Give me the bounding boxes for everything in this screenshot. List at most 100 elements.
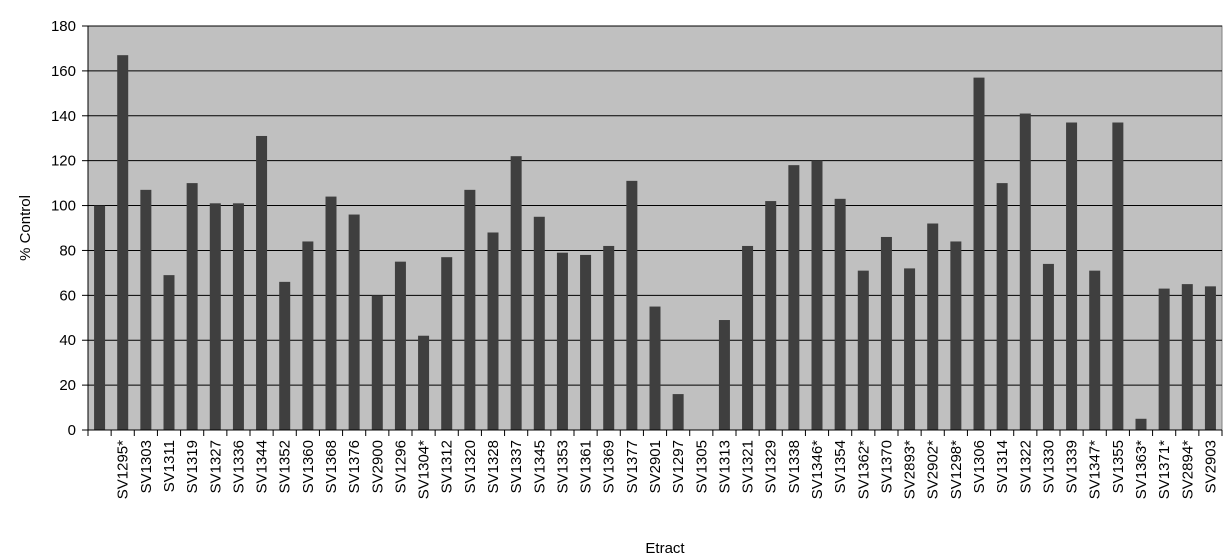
x-tick-label: SV1305 bbox=[693, 440, 710, 493]
x-tick-label: SV2893* bbox=[902, 440, 919, 499]
bar bbox=[1181, 284, 1193, 430]
bar bbox=[580, 254, 592, 430]
y-tick-label: 80 bbox=[59, 242, 76, 259]
bar bbox=[441, 257, 453, 430]
bar bbox=[186, 183, 198, 430]
bar bbox=[140, 189, 152, 430]
x-tick-label: SV1360 bbox=[300, 440, 317, 493]
x-tick-label: SV1361 bbox=[578, 440, 595, 493]
axes bbox=[87, 26, 1223, 436]
bar bbox=[163, 275, 175, 430]
x-tick-label: SV2894* bbox=[1179, 440, 1196, 499]
bar bbox=[94, 205, 106, 430]
bar bbox=[325, 196, 337, 430]
y-tick-label: 0 bbox=[68, 422, 76, 439]
y-axis-title: % Control bbox=[17, 195, 34, 261]
x-tick-label: SV1311 bbox=[161, 440, 178, 492]
x-tick-label: SV1313 bbox=[716, 440, 733, 493]
x-tick-label: SV1297 bbox=[670, 440, 687, 493]
bars bbox=[94, 55, 1216, 431]
bar bbox=[649, 306, 661, 430]
x-tick-label: SV1352 bbox=[277, 440, 294, 493]
x-tick-label: SV1304* bbox=[416, 440, 433, 499]
bar bbox=[718, 320, 730, 430]
y-tick-label: 100 bbox=[51, 198, 76, 215]
bar bbox=[302, 241, 314, 430]
y-tick-label: 120 bbox=[51, 153, 76, 170]
x-tick-label: SV1327 bbox=[207, 440, 224, 493]
x-tick-label: SV1338 bbox=[786, 440, 803, 493]
bar bbox=[1135, 418, 1147, 430]
y-tick-label: 60 bbox=[59, 287, 76, 304]
bar bbox=[996, 183, 1008, 430]
x-tick-label: SV1362* bbox=[855, 440, 872, 499]
x-tick-label: SV1321 bbox=[740, 440, 757, 493]
bar bbox=[1066, 122, 1078, 430]
y-tick-label: 160 bbox=[51, 63, 76, 80]
x-axis-title: Etract bbox=[645, 540, 685, 557]
y-tick-label: 20 bbox=[59, 377, 76, 394]
bar bbox=[117, 55, 129, 431]
gridlines bbox=[88, 25, 1222, 386]
bar bbox=[765, 201, 777, 430]
x-tick-label: SV1353 bbox=[554, 440, 571, 493]
bar bbox=[788, 165, 800, 430]
y-tick-label: 140 bbox=[51, 108, 76, 125]
x-tick-label: SV1347* bbox=[1087, 440, 1104, 499]
bar bbox=[626, 180, 638, 430]
x-tick-label: SV2900 bbox=[369, 440, 386, 493]
x-tick-label: SV1303 bbox=[138, 440, 155, 493]
bar bbox=[1089, 270, 1101, 430]
x-tick-label: SV1298* bbox=[948, 440, 965, 499]
x-tick-label: SV2902* bbox=[925, 440, 942, 499]
bar bbox=[1158, 288, 1170, 430]
bar bbox=[487, 232, 499, 430]
bar bbox=[256, 135, 268, 430]
bar bbox=[1042, 263, 1054, 430]
x-tick-label: SV1339 bbox=[1064, 440, 1081, 493]
bar bbox=[209, 203, 221, 430]
y-tick-label: 40 bbox=[59, 332, 76, 349]
x-tick-label: SV1369 bbox=[601, 440, 618, 493]
x-tick-label: SV1329 bbox=[763, 440, 780, 493]
x-tick-label: SV1377 bbox=[624, 440, 641, 493]
bar bbox=[1204, 286, 1216, 430]
x-tick-label: SV1314 bbox=[994, 440, 1011, 493]
x-tick-label: SV1363* bbox=[1133, 440, 1150, 499]
x-tick-label: SV1322 bbox=[1017, 440, 1034, 493]
x-tick-label: SV1368 bbox=[323, 440, 340, 493]
bar bbox=[603, 245, 615, 430]
bar bbox=[927, 223, 939, 430]
x-tick-label: SV1337 bbox=[508, 440, 525, 493]
x-tick-label: SV1306 bbox=[971, 440, 988, 493]
x-tick-label: SV1328 bbox=[485, 440, 502, 493]
bar bbox=[742, 245, 754, 430]
bar bbox=[834, 198, 846, 430]
y-tick-labels: 0 20 40 60 80 100 120 140 160 180 bbox=[51, 18, 88, 439]
x-tick-label: SV1370 bbox=[878, 440, 895, 493]
x-tick-label: SV1295* bbox=[115, 440, 132, 499]
bar bbox=[371, 295, 383, 430]
bar bbox=[672, 394, 684, 430]
x-tick-label: SV1355 bbox=[1110, 440, 1127, 493]
bar bbox=[232, 203, 244, 430]
x-tick-label: SV1345 bbox=[531, 440, 548, 493]
x-tick-label: SV1330 bbox=[1040, 440, 1057, 493]
y-tick-label: 180 bbox=[51, 18, 76, 35]
bar bbox=[394, 261, 406, 430]
bar bbox=[811, 160, 823, 430]
bar bbox=[279, 281, 291, 430]
bar bbox=[904, 268, 916, 430]
x-tick-label: SV2903 bbox=[1202, 440, 1219, 493]
x-tick-label: SV1312 bbox=[439, 440, 456, 493]
bar bbox=[1019, 113, 1031, 431]
x-tick-label: SV1371* bbox=[1156, 440, 1173, 499]
x-tick-label: SV2901 bbox=[647, 440, 664, 493]
bar bbox=[950, 241, 962, 430]
bar bbox=[348, 214, 360, 430]
bar bbox=[533, 216, 545, 430]
x-tick-label: SV1346* bbox=[809, 440, 826, 499]
bar bbox=[1112, 122, 1124, 430]
x-tick-label: SV1319 bbox=[184, 440, 201, 493]
